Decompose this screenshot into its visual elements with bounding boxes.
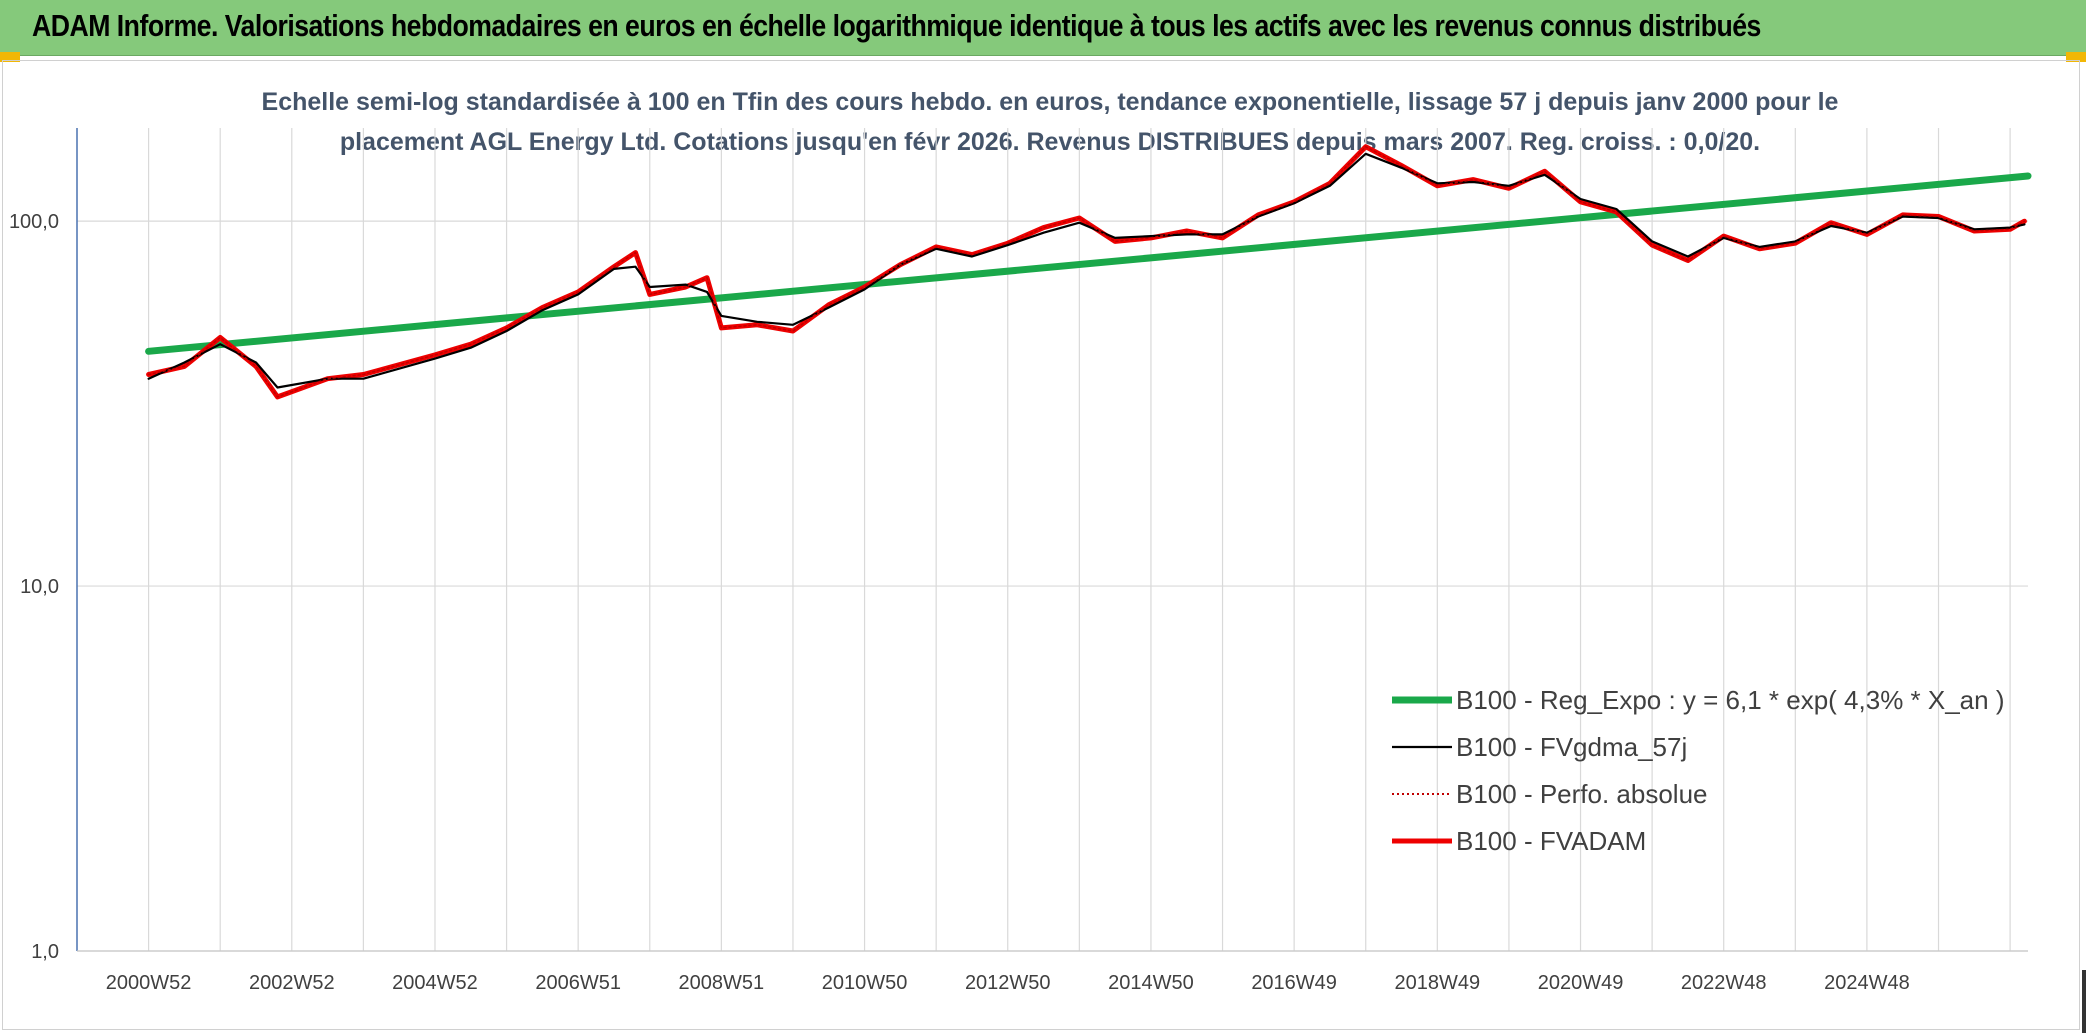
legend-label-smooth: B100 - FVgdma_57j bbox=[1456, 732, 1687, 762]
x-tick-label: 2014W50 bbox=[1108, 972, 1194, 994]
x-tick-label: 2010W50 bbox=[822, 972, 908, 994]
x-tick-label: 2016W49 bbox=[1251, 972, 1337, 994]
chart-title-line1: Echelle semi-log standardisée à 100 en T… bbox=[261, 88, 1839, 116]
x-tick-label: 2008W51 bbox=[679, 972, 765, 994]
chart-frame bbox=[2, 60, 2080, 1030]
vertical-gridlines bbox=[147, 128, 2011, 951]
x-tick-label: 2012W50 bbox=[965, 972, 1051, 994]
x-tick-label: 2006W51 bbox=[535, 972, 621, 994]
series-lines bbox=[145, 144, 2032, 400]
y-tick-label: 1,0 bbox=[31, 941, 59, 963]
x-tick-label: 2004W52 bbox=[392, 972, 478, 994]
axes bbox=[76, 128, 2028, 952]
x-tick-label: 2018W49 bbox=[1395, 972, 1481, 994]
y-tick-label: 10,0 bbox=[20, 576, 59, 598]
corner-marker-left bbox=[0, 52, 20, 62]
legend-label-trend: B100 - Reg_Expo : y = 6,1 * exp( 4,3% * … bbox=[1456, 685, 2005, 715]
legend-label-main: B100 - FVADAM bbox=[1456, 826, 1646, 856]
y-tick-labels: 1,0 10,0 100,0 bbox=[9, 211, 59, 963]
legend-label-dotted: B100 - Perfo. absolue bbox=[1456, 779, 1708, 809]
x-tick-label: 2020W49 bbox=[1538, 972, 1624, 994]
x-tick-labels: 2000W52 2002W52 2004W52 2006W51 2008W51 2010W… bbox=[106, 972, 1910, 994]
frame-accent bbox=[2082, 970, 2086, 1033]
series-line-trend bbox=[145, 172, 2032, 355]
chart-title-line2: placement AGL Energy Ltd. Cotations jusq… bbox=[339, 128, 1761, 156]
page-title: ADAM Informe. Valorisations hebdomadaire… bbox=[32, 8, 1761, 43]
legend: B100 - Reg_Expo : y = 6,1 * exp( 4,3% * … bbox=[1392, 685, 2005, 856]
header-banner: ADAM Informe. Valorisations hebdomadaire… bbox=[0, 0, 2086, 56]
series-line-dotted bbox=[147, 145, 2026, 398]
series-line-smooth bbox=[147, 152, 2026, 389]
y-tick-label: 100,0 bbox=[9, 211, 59, 233]
corner-marker-right bbox=[2066, 52, 2086, 62]
x-tick-label: 2000W52 bbox=[106, 972, 192, 994]
x-tick-label: 2024W48 bbox=[1824, 972, 1910, 994]
x-tick-label: 2022W48 bbox=[1681, 972, 1767, 994]
x-tick-label: 2002W52 bbox=[249, 972, 335, 994]
